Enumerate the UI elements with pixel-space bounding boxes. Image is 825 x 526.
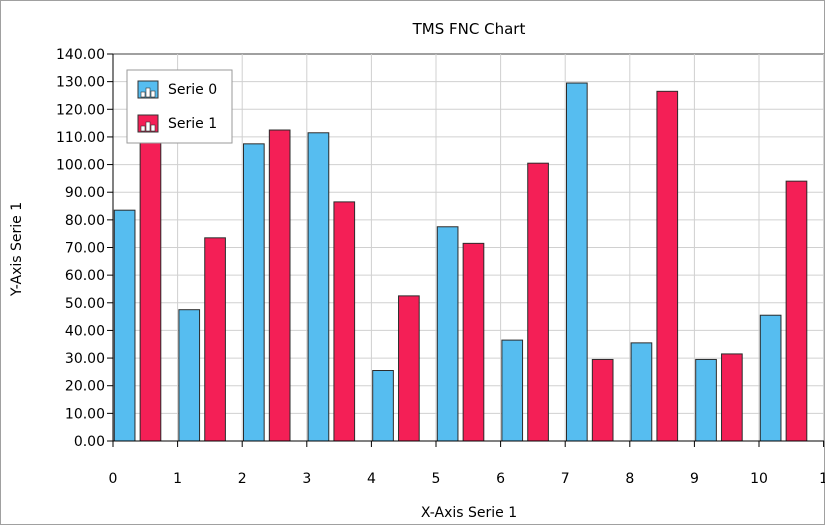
legend: Serie 0 Serie 1 <box>126 69 233 144</box>
legend-swatch-bar <box>140 125 146 132</box>
y-tick-label: 0.00 <box>74 434 105 450</box>
bar-serie-0 <box>372 370 394 442</box>
x-tick-label: 3 <box>302 471 311 487</box>
bar-serie-0 <box>695 358 717 442</box>
x-tick-label: 4 <box>367 471 376 487</box>
tick-labels: 0.00 10.00 20.00 30.00 40.00 50.00 60.00 70.00 8… <box>56 47 825 487</box>
y-tick-label: 60.00 <box>65 268 105 284</box>
legend-swatch-bar <box>145 121 151 132</box>
legend-swatch-bar <box>140 91 146 98</box>
bar-serie-1 <box>139 125 162 442</box>
y-tick-label: 120.00 <box>56 102 105 118</box>
legend-label: Serie 0 <box>168 82 217 98</box>
bar-serie-1 <box>204 237 226 442</box>
legend-label: Serie 1 <box>168 116 217 132</box>
bar-serie-1 <box>785 180 808 442</box>
y-tick-label: 40.00 <box>65 323 105 339</box>
bar-serie-1 <box>721 353 743 442</box>
bar-serie-1 <box>398 295 420 442</box>
x-tick-label: 1 <box>173 471 182 487</box>
bar-serie-0 <box>436 226 459 442</box>
bar-serie-1 <box>527 162 549 442</box>
chart-title: TMS FNC Chart <box>412 20 526 38</box>
bar-serie-0 <box>113 209 136 442</box>
x-axis-label: X-Axis Serie 1 <box>421 505 517 521</box>
y-tick-label: 130.00 <box>56 75 105 91</box>
x-tick-label: 7 <box>561 471 570 487</box>
bar-serie-1 <box>333 201 356 442</box>
legend-item: Serie 1 <box>137 114 217 133</box>
bar-serie-0 <box>759 314 782 442</box>
bar-serie-0 <box>307 132 330 442</box>
bar-serie-0 <box>501 339 524 442</box>
y-tick-label: 140.00 <box>56 47 105 63</box>
bar-serie-0 <box>630 342 653 442</box>
x-tick-label: 5 <box>432 471 441 487</box>
legend-swatch-icon <box>137 114 159 133</box>
y-tick-label: 30.00 <box>65 351 105 367</box>
legend-swatch-bar <box>150 90 156 98</box>
x-tick-label: 2 <box>238 471 247 487</box>
axes <box>107 53 825 447</box>
y-axis-label: Y-Axis Serie 1 <box>9 202 25 297</box>
x-tick-label: 8 <box>625 471 634 487</box>
y-tick-label: 100.00 <box>56 158 105 174</box>
y-tick-label: 80.00 <box>65 213 105 229</box>
bar-serie-1 <box>462 242 485 442</box>
y-tick-label: 70.00 <box>65 241 105 257</box>
x-tick-label: 9 <box>690 471 699 487</box>
legend-swatch-icon <box>137 80 159 99</box>
legend-swatch-bar <box>150 124 156 132</box>
x-tick-label: 1 <box>819 471 825 487</box>
x-tick-label: 10 <box>750 471 768 487</box>
legend-swatch-bar <box>145 87 151 98</box>
x-tick-label: 6 <box>496 471 505 487</box>
y-tick-label: 50.00 <box>65 296 105 312</box>
bar-serie-1 <box>591 358 614 442</box>
bar-serie-0 <box>565 82 588 442</box>
y-tick-label: 20.00 <box>65 379 105 395</box>
legend-item: Serie 0 <box>137 80 217 99</box>
x-tick-label: 0 <box>109 471 118 487</box>
grid-lines <box>113 53 825 441</box>
bar-serie-1 <box>656 90 679 442</box>
bar-serie-1 <box>268 129 291 442</box>
y-tick-label: 90.00 <box>65 185 105 201</box>
y-tick-label: 110.00 <box>56 130 105 146</box>
bars <box>113 82 808 442</box>
y-tick-label: 10.00 <box>65 406 105 422</box>
bar-serie-0 <box>178 309 201 442</box>
bar-serie-0 <box>242 143 265 442</box>
